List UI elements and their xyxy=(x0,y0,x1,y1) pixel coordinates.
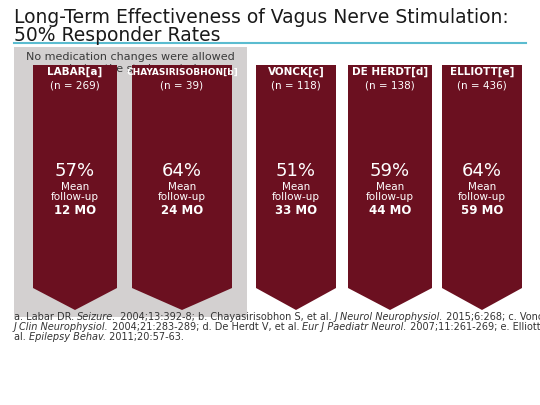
Text: 64%: 64% xyxy=(162,162,202,179)
FancyBboxPatch shape xyxy=(348,91,432,288)
Text: Mean: Mean xyxy=(282,181,310,192)
Polygon shape xyxy=(378,91,402,99)
Text: follow-up: follow-up xyxy=(272,192,320,202)
Text: Seizure.: Seizure. xyxy=(77,312,117,322)
Text: al.: al. xyxy=(14,332,29,342)
Polygon shape xyxy=(442,288,522,310)
Text: J Clin Neurophysiol.: J Clin Neurophysiol. xyxy=(14,322,109,332)
Text: 50% Responder Rates: 50% Responder Rates xyxy=(14,26,220,45)
FancyBboxPatch shape xyxy=(256,65,336,91)
Polygon shape xyxy=(33,288,117,310)
FancyBboxPatch shape xyxy=(132,65,232,91)
Text: (n = 138): (n = 138) xyxy=(365,81,415,91)
Text: follow-up: follow-up xyxy=(366,192,414,202)
Polygon shape xyxy=(284,91,308,99)
Polygon shape xyxy=(132,288,232,310)
Text: Mean: Mean xyxy=(61,181,89,192)
Text: 59%: 59% xyxy=(370,162,410,179)
Polygon shape xyxy=(63,91,87,99)
FancyBboxPatch shape xyxy=(33,65,117,91)
Text: 59 MO: 59 MO xyxy=(461,204,503,217)
Text: CHAYASIRISOBHON[b]: CHAYASIRISOBHON[b] xyxy=(126,68,238,77)
Text: 64%: 64% xyxy=(462,162,502,179)
Text: Eur J Paediatr Neurol.: Eur J Paediatr Neurol. xyxy=(302,322,407,332)
Text: 2004;21:283-289; d. De Herdt V, et al.: 2004;21:283-289; d. De Herdt V, et al. xyxy=(109,322,302,332)
Text: ELLIOTT[e]: ELLIOTT[e] xyxy=(450,67,514,77)
FancyBboxPatch shape xyxy=(33,91,117,288)
FancyBboxPatch shape xyxy=(256,91,336,288)
Text: 33 MO: 33 MO xyxy=(275,204,317,217)
Text: follow-up: follow-up xyxy=(458,192,506,202)
FancyBboxPatch shape xyxy=(14,47,247,317)
Text: LABAR[a]: LABAR[a] xyxy=(48,67,103,77)
Text: follow-up: follow-up xyxy=(158,192,206,202)
Text: 57%: 57% xyxy=(55,162,95,179)
FancyBboxPatch shape xyxy=(132,91,232,288)
Polygon shape xyxy=(470,91,494,99)
Polygon shape xyxy=(348,288,432,310)
Text: follow-up: follow-up xyxy=(51,192,99,202)
Text: J Neurol Neurophysiol.: J Neurol Neurophysiol. xyxy=(334,312,443,322)
Text: Epilepsy Behav.: Epilepsy Behav. xyxy=(29,332,106,342)
Text: Mean: Mean xyxy=(468,181,496,192)
Text: 2015;6:268; c. Vonck K, et al.: 2015;6:268; c. Vonck K, et al. xyxy=(443,312,540,322)
Text: (n = 436): (n = 436) xyxy=(457,81,507,91)
Text: 2004;13:392-8; b. Chayasirisobhon S, et al.: 2004;13:392-8; b. Chayasirisobhon S, et … xyxy=(117,312,334,322)
Text: Long-Term Effectiveness of Vagus Nerve Stimulation:: Long-Term Effectiveness of Vagus Nerve S… xyxy=(14,8,509,27)
Text: VONCK[c]: VONCK[c] xyxy=(268,67,325,77)
FancyBboxPatch shape xyxy=(348,65,432,91)
Text: 2011;20:57-63.: 2011;20:57-63. xyxy=(106,332,184,342)
Text: 12 MO: 12 MO xyxy=(54,204,96,217)
Text: 2007;11:261-269; e. Elliott RE, et: 2007;11:261-269; e. Elliott RE, et xyxy=(407,322,540,332)
Text: a. Labar DR.: a. Labar DR. xyxy=(14,312,77,322)
Text: Mean: Mean xyxy=(168,181,196,192)
Text: 51%: 51% xyxy=(276,162,316,179)
Text: Mean: Mean xyxy=(376,181,404,192)
Polygon shape xyxy=(256,288,336,310)
Polygon shape xyxy=(170,91,194,99)
Text: (n = 269): (n = 269) xyxy=(50,81,100,91)
Text: No medication changes were allowed
during the study period: No medication changes were allowed durin… xyxy=(26,52,235,74)
Text: 24 MO: 24 MO xyxy=(161,204,203,217)
Text: (n = 39): (n = 39) xyxy=(160,81,204,91)
Text: 44 MO: 44 MO xyxy=(369,204,411,217)
Text: (n = 118): (n = 118) xyxy=(271,81,321,91)
FancyBboxPatch shape xyxy=(442,91,522,288)
FancyBboxPatch shape xyxy=(442,65,522,91)
Text: DE HERDT[d]: DE HERDT[d] xyxy=(352,67,428,77)
